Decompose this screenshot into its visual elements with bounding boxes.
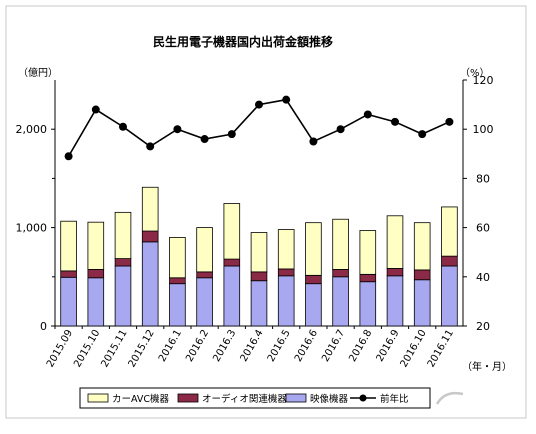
line-point — [309, 137, 318, 146]
legend-swatch — [285, 393, 307, 403]
bar-segment — [359, 281, 377, 327]
watermark-logo — [435, 391, 464, 405]
chart-title: 民生用電子機器国内出荷金額推移 — [153, 34, 333, 49]
legend-swatch — [177, 393, 199, 403]
bar-segment — [441, 265, 458, 327]
bar-segment — [114, 211, 132, 259]
left-tick-label: 1,000 — [16, 222, 48, 235]
chart-legend: カーAVC機器 オーディオ関連機器 映像機器 前年比 — [79, 387, 431, 409]
bar-segment — [141, 186, 159, 232]
bar-segment — [386, 215, 404, 269]
right-tick-label: 100 — [473, 123, 494, 136]
line-layer — [64, 95, 454, 161]
bar-segment — [250, 280, 268, 327]
right-tick-label: 40 — [476, 271, 490, 284]
bar-segment — [332, 269, 349, 278]
legend-label: 映像機器 — [310, 393, 349, 405]
bar-segment — [277, 229, 295, 270]
bar-segment — [305, 222, 322, 276]
bar-segment — [441, 206, 458, 257]
bar-segment — [141, 230, 159, 243]
right-tick-label: 80 — [476, 172, 490, 185]
line-point — [91, 105, 100, 114]
bar-segment — [332, 276, 349, 327]
chart-border — [5, 5, 527, 419]
bar-segment — [277, 275, 295, 327]
bar-segment — [114, 265, 132, 327]
right-axis-unit: （%） — [460, 67, 490, 79]
bar-segment — [169, 283, 186, 327]
bar-segment — [169, 237, 186, 279]
line-point — [391, 117, 399, 126]
right-tick-label: 60 — [476, 222, 490, 235]
bar-segment — [223, 203, 241, 260]
line-point — [282, 95, 291, 104]
line-point — [363, 110, 372, 119]
bar-segment — [60, 270, 77, 278]
left-tick-label: 0 — [40, 320, 47, 333]
left-tick-label: 2,000 — [16, 123, 48, 136]
line-point — [418, 130, 427, 139]
bar-segment — [359, 273, 377, 283]
bar-segment — [141, 241, 159, 327]
legend-box — [79, 387, 431, 409]
bar-segment — [441, 255, 458, 267]
line-point — [227, 130, 236, 139]
bar-segment — [196, 271, 213, 279]
bar-layer — [60, 186, 458, 327]
legend-swatch — [87, 393, 109, 403]
watermark-swoosh — [435, 391, 464, 405]
bar-segment — [413, 222, 431, 271]
bar-segment — [169, 277, 186, 285]
bar-segment — [60, 276, 77, 327]
line-point — [173, 125, 182, 134]
bar-segment — [413, 269, 431, 281]
bar-segment — [196, 277, 213, 327]
bar-segment — [332, 218, 349, 270]
line-point — [336, 125, 345, 134]
right-tick-label: 120 — [473, 74, 494, 87]
bar-segment — [87, 277, 105, 327]
legend-label: カーAVC機器 — [112, 393, 170, 405]
line-point — [445, 117, 454, 126]
line-point — [146, 142, 155, 151]
bar-segment — [87, 269, 105, 279]
legend-swatch — [359, 394, 367, 402]
bar-segment — [223, 258, 241, 267]
bar-segment — [386, 275, 404, 327]
x-axis-unit: （年・月） — [462, 360, 512, 373]
bar-segment — [359, 230, 377, 275]
right-tick-label: 20 — [476, 320, 490, 333]
line-point — [255, 100, 263, 109]
bar-segment — [305, 283, 322, 327]
bar-segment — [87, 221, 105, 270]
bar-segment — [114, 258, 132, 267]
bar-segment — [196, 227, 213, 273]
legend-label: 前年比 — [380, 393, 409, 405]
bar-segment — [223, 265, 241, 327]
legend-label: オーディオ関連機器 — [202, 393, 287, 405]
bar-segment — [305, 274, 322, 285]
left-axis-unit: （億円） — [18, 66, 58, 79]
line-point — [200, 135, 209, 144]
bar-segment — [60, 220, 77, 272]
line-point — [119, 122, 127, 131]
line-point — [64, 152, 73, 161]
bar-segment — [277, 268, 295, 277]
bar-segment — [413, 279, 431, 327]
bar-segment — [250, 232, 268, 273]
bar-segment — [386, 268, 404, 277]
bar-segment — [250, 271, 268, 282]
